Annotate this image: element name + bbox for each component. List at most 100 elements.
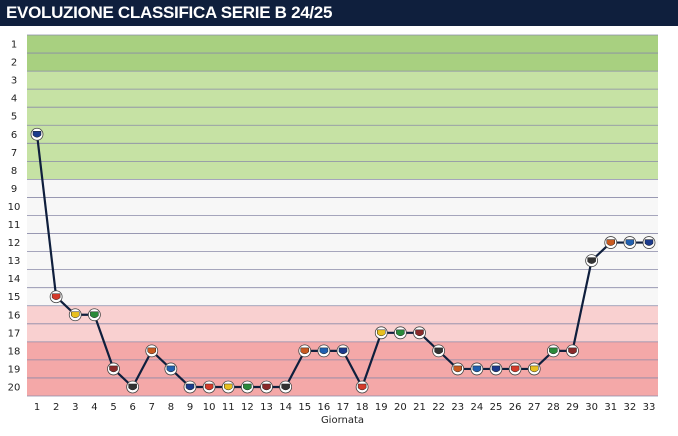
x-tick-label: 8 [168, 402, 174, 413]
data-point [240, 380, 254, 394]
data-point [604, 236, 618, 249]
crest-shape [606, 239, 615, 246]
y-tick-label: 10 [8, 202, 21, 213]
crest-shape [434, 347, 443, 355]
data-point [260, 380, 273, 394]
x-tick-label: 9 [187, 402, 193, 413]
crest-shape [396, 329, 405, 337]
x-tick-label: 32 [624, 402, 637, 413]
x-tick-label: 1 [34, 402, 40, 413]
y-tick-label: 2 [11, 58, 17, 69]
crest-shape [491, 365, 501, 373]
x-tick-label: 26 [509, 402, 522, 413]
y-tick-label: 16 [8, 310, 21, 321]
crest-shape [357, 383, 367, 391]
y-tick-label: 8 [11, 166, 17, 177]
y-tick-label: 12 [8, 238, 21, 249]
x-tick-label: 25 [490, 402, 503, 413]
data-point [489, 362, 503, 376]
crest-shape [453, 365, 462, 373]
crest-shape [415, 329, 424, 337]
data-point [413, 326, 426, 340]
crest-shape [338, 347, 348, 355]
x-tick-label: 2 [53, 402, 59, 413]
data-point [336, 344, 350, 358]
y-tick-label: 3 [11, 76, 17, 87]
y-tick-label: 1 [11, 40, 17, 51]
x-tick-label: 28 [547, 402, 560, 413]
crest-shape [71, 311, 80, 319]
crest-shape [51, 293, 61, 300]
crest-shape [128, 383, 137, 391]
crest-shape [281, 383, 290, 391]
data-point [470, 362, 484, 376]
x-tick-label: 24 [471, 402, 484, 413]
y-tick-label: 18 [8, 346, 21, 357]
crest-shape [568, 347, 577, 355]
x-tick-label: 30 [585, 402, 598, 413]
crest-shape [549, 347, 558, 355]
x-tick-label: 3 [72, 402, 78, 413]
crest-shape [32, 131, 42, 138]
data-point [30, 127, 44, 141]
crest-shape [262, 383, 271, 391]
data-point [221, 380, 235, 394]
x-tick-label: 33 [643, 402, 656, 413]
crest-shape [510, 365, 520, 373]
x-tick-label: 20 [394, 402, 407, 413]
x-tick-label: 6 [129, 402, 135, 413]
y-tick-label: 5 [11, 112, 17, 123]
crest-shape [243, 383, 252, 391]
data-point [432, 344, 446, 358]
data-point [623, 236, 637, 249]
y-tick-label: 14 [8, 274, 21, 285]
data-point [164, 362, 178, 376]
data-point [107, 362, 120, 376]
y-tick-label: 19 [8, 364, 21, 375]
y-tick-label: 4 [11, 94, 17, 105]
x-tick-label: 23 [451, 402, 464, 413]
data-point [451, 362, 465, 376]
crest-shape [472, 365, 482, 373]
chart-title: EVOLUZIONE CLASSIFICA SERIE B 24/25 [6, 3, 333, 22]
data-point [49, 290, 63, 304]
crest-shape [530, 365, 539, 373]
crest-shape [377, 329, 386, 337]
crest-shape [587, 257, 596, 264]
zone-band [27, 179, 658, 306]
data-point [87, 308, 101, 322]
data-point [355, 380, 369, 394]
data-point [317, 344, 331, 358]
x-tick-label: 31 [604, 402, 617, 413]
x-tick-label: 7 [149, 402, 155, 413]
crest-shape [224, 383, 233, 391]
x-tick-label: 11 [222, 402, 235, 413]
x-tick-label: 21 [413, 402, 426, 413]
data-point [68, 308, 82, 322]
y-tick-label: 9 [11, 184, 17, 195]
crest-shape [90, 311, 99, 319]
x-tick-label: 14 [279, 402, 292, 413]
x-tick-label: 13 [260, 402, 273, 413]
data-point [508, 362, 522, 376]
y-tick-label: 17 [8, 328, 21, 339]
data-point [393, 326, 407, 340]
crest-shape [625, 239, 635, 246]
crest-shape [644, 239, 654, 246]
crest-shape [109, 365, 118, 373]
x-tick-label: 10 [203, 402, 216, 413]
data-point [374, 326, 388, 340]
crest-shape [300, 347, 309, 355]
data-point [145, 344, 159, 358]
y-tick-label: 20 [8, 382, 21, 393]
title-bar: EVOLUZIONE CLASSIFICA SERIE B 24/25 [0, 0, 678, 26]
crest-shape [319, 347, 329, 355]
x-tick-label: 12 [241, 402, 254, 413]
x-tick-label: 18 [356, 402, 369, 413]
data-point [279, 380, 293, 394]
data-point [202, 380, 216, 394]
x-tick-label: 16 [318, 402, 331, 413]
crest-shape [204, 383, 214, 391]
data-point [298, 344, 312, 358]
